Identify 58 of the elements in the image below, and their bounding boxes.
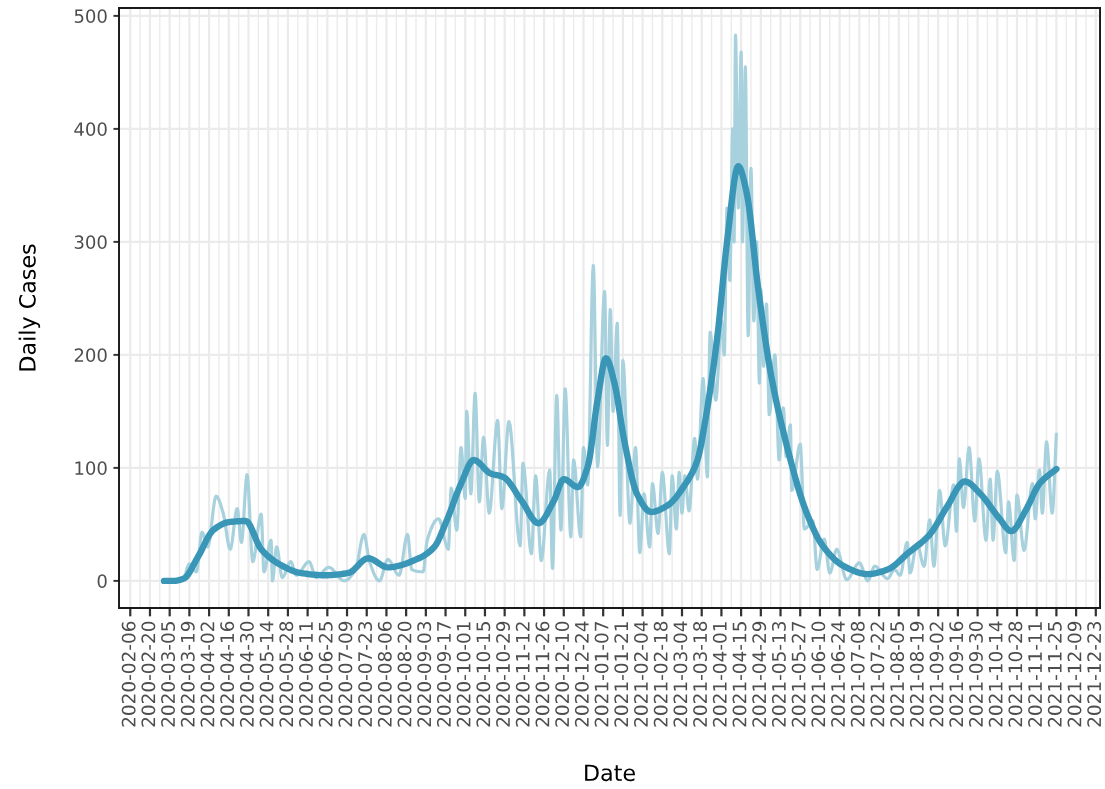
x-tick-label: 2021-04-15 bbox=[732, 622, 747, 727]
x-tick-label: 2020-05-14 bbox=[259, 621, 274, 727]
x-tick-label: 2021-02-04 bbox=[633, 621, 648, 727]
x-tick-label: 2020-12-10 bbox=[555, 621, 570, 727]
x-tick-label: 2020-10-29 bbox=[496, 621, 511, 727]
x-tick-label: 2021-06-24 bbox=[831, 621, 845, 727]
x-tick-label: 2021-11-11 bbox=[1028, 622, 1043, 727]
y-tick-label: 400 bbox=[74, 122, 107, 136]
x-tick-label: 2020-02-20 bbox=[141, 621, 156, 727]
y-axis-title: Daily Cases bbox=[18, 244, 41, 371]
y-tick-label: 100 bbox=[75, 461, 107, 475]
y-tick-label: 200 bbox=[74, 348, 107, 362]
x-tick-label: 2021-03-04 bbox=[673, 621, 688, 727]
x-tick-label: 2020-07-23 bbox=[358, 621, 373, 727]
x-tick-label: 2021-07-08 bbox=[850, 621, 865, 727]
x-tick-label: 2021-09-30 bbox=[968, 621, 983, 727]
x-tick-label: 2021-04-29 bbox=[752, 621, 767, 727]
x-tick-label: 2021-06-10 bbox=[811, 621, 826, 727]
x-tick-label: 2020-05-28 bbox=[279, 621, 294, 727]
x-tick-label: 2021-05-13 bbox=[771, 621, 786, 727]
x-tick-label: 2020-04-16 bbox=[220, 621, 235, 727]
x-tick-label: 2021-10-28 bbox=[1008, 621, 1023, 727]
x-tick-label: 2021-08-19 bbox=[909, 621, 924, 727]
x-tick-label: 2020-11-12 bbox=[515, 622, 530, 727]
x-tick-label: 2021-02-18 bbox=[653, 621, 668, 727]
x-tick-label: 2020-10-01 bbox=[456, 622, 471, 727]
x-tick-label: 2020-04-30 bbox=[239, 621, 254, 727]
x-tick-label: 2020-08-06 bbox=[377, 621, 392, 727]
x-tick-label: 2020-11-26 bbox=[535, 621, 550, 727]
x-tick-label: 2021-12-23 bbox=[1087, 621, 1102, 727]
x-tick-label: 2021-08-05 bbox=[890, 622, 905, 727]
x-tick-label: 2020-09-03 bbox=[417, 621, 432, 727]
x-tick-label: 2021-11-25 bbox=[1047, 622, 1062, 727]
x-axis-title: Date bbox=[585, 764, 635, 782]
x-tick-label: 2021-10-14 bbox=[988, 621, 1003, 727]
x-tick-label: 2020-10-15 bbox=[476, 622, 491, 727]
x-tick-label: 2020-04-02 bbox=[200, 622, 215, 727]
x-tick-label: 2021-09-02 bbox=[929, 622, 944, 727]
x-tick-label: 2020-03-19 bbox=[180, 621, 195, 727]
x-tick-label: 2021-01-07 bbox=[594, 622, 609, 727]
x-tick-label: 2020-07-09 bbox=[338, 621, 353, 727]
x-tick-label: 2021-01-21 bbox=[614, 622, 629, 727]
x-tick-label: 2020-09-17 bbox=[436, 622, 451, 727]
x-tick-label: 2020-08-20 bbox=[397, 621, 412, 727]
x-tick-label: 2020-12-24 bbox=[574, 621, 589, 727]
x-tick-label: 2021-04-01 bbox=[712, 622, 727, 727]
x-tick-label: 2020-02-06 bbox=[121, 621, 136, 727]
y-tick-label: 500 bbox=[74, 9, 107, 23]
x-tick-label: 2021-07-22 bbox=[870, 622, 885, 727]
x-tick-label: 2021-03-18 bbox=[693, 621, 708, 727]
x-tick-label: 2020-06-11 bbox=[299, 622, 313, 727]
x-tick-label: 2021-05-27 bbox=[791, 622, 806, 727]
x-tick-label: 2021-12-09 bbox=[1067, 621, 1082, 727]
y-tick-label: 300 bbox=[74, 235, 107, 249]
x-tick-label: 2021-09-16 bbox=[949, 621, 964, 727]
y-tick-label: 0 bbox=[97, 574, 107, 588]
x-tick-label: 2020-03-05 bbox=[161, 622, 176, 727]
x-tick-label: 2020-06-25 bbox=[318, 622, 333, 727]
